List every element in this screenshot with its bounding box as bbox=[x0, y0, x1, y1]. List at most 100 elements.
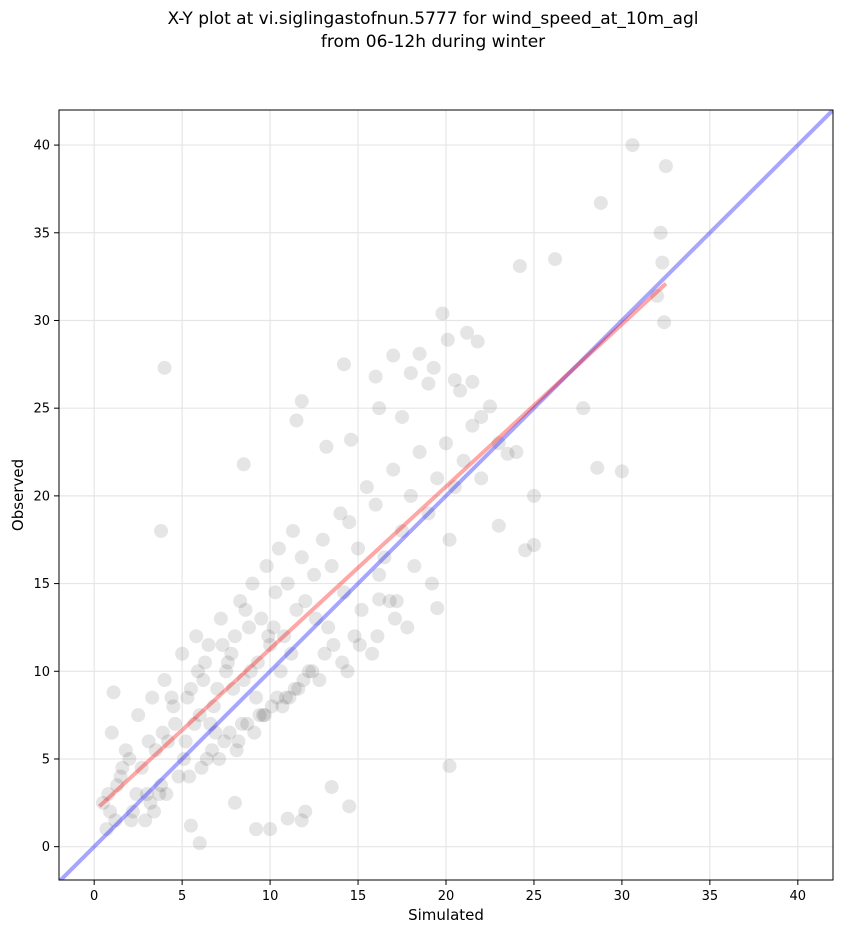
data-point bbox=[359, 480, 374, 495]
data-point bbox=[491, 436, 506, 451]
data-point bbox=[386, 462, 401, 477]
data-point bbox=[447, 373, 462, 388]
data-point bbox=[370, 629, 385, 644]
data-point bbox=[194, 760, 209, 775]
data-point bbox=[395, 409, 410, 424]
data-point bbox=[138, 813, 153, 828]
data-point bbox=[285, 523, 300, 538]
data-point bbox=[143, 795, 158, 810]
data-point bbox=[266, 620, 281, 635]
data-point bbox=[460, 325, 475, 340]
data-point bbox=[395, 523, 410, 538]
data-point bbox=[440, 332, 455, 347]
data-point bbox=[342, 799, 357, 814]
x-tick-label: 5 bbox=[178, 889, 186, 904]
data-point bbox=[277, 629, 292, 644]
data-point bbox=[317, 646, 332, 661]
data-point bbox=[421, 506, 436, 521]
y-tick-label: 20 bbox=[33, 489, 50, 504]
data-point bbox=[157, 673, 172, 688]
data-point bbox=[315, 532, 330, 547]
chart-subtitle: from 06-12h during winter bbox=[321, 32, 545, 52]
y-axis-label: Observed bbox=[9, 459, 27, 531]
data-point bbox=[198, 655, 213, 670]
data-point bbox=[326, 637, 341, 652]
grid-lines bbox=[59, 110, 833, 880]
data-point bbox=[319, 439, 334, 454]
chart-title: X-Y plot at vi.siglingastofnun.5777 for … bbox=[167, 9, 698, 29]
data-point bbox=[176, 751, 191, 766]
axis-ticks: 0 5 10 15 20 25 30 35 40 0 5 10 15 20 25 30 35 40 bbox=[33, 139, 806, 904]
data-point bbox=[154, 523, 169, 538]
data-point bbox=[110, 778, 125, 793]
data-point bbox=[154, 778, 169, 793]
data-point bbox=[474, 409, 489, 424]
data-point bbox=[657, 315, 672, 330]
data-point bbox=[387, 611, 402, 626]
data-point bbox=[351, 541, 366, 556]
data-point bbox=[159, 787, 174, 802]
data-point bbox=[201, 637, 216, 652]
data-point bbox=[217, 734, 232, 749]
data-point bbox=[280, 811, 295, 826]
y-tick-label: 10 bbox=[33, 665, 50, 680]
data-point bbox=[234, 716, 249, 731]
data-point bbox=[206, 699, 221, 714]
data-point bbox=[203, 716, 218, 731]
data-point bbox=[298, 804, 313, 819]
data-point bbox=[465, 374, 480, 389]
data-point bbox=[377, 550, 392, 565]
data-point bbox=[271, 541, 286, 556]
data-point bbox=[122, 751, 137, 766]
data-point bbox=[249, 822, 264, 837]
data-point bbox=[321, 620, 336, 635]
data-point bbox=[312, 673, 327, 688]
data-point bbox=[465, 418, 480, 433]
data-point bbox=[213, 611, 228, 626]
data-point bbox=[291, 681, 306, 696]
data-point bbox=[106, 685, 121, 700]
data-point bbox=[342, 515, 357, 530]
data-point bbox=[249, 690, 264, 705]
data-point bbox=[192, 708, 207, 723]
data-point bbox=[115, 760, 130, 775]
data-point bbox=[650, 288, 665, 303]
data-point bbox=[352, 637, 367, 652]
x-tick-label: 40 bbox=[790, 889, 807, 904]
data-point bbox=[576, 401, 591, 416]
data-point bbox=[99, 822, 114, 837]
x-tick-label: 0 bbox=[90, 889, 98, 904]
data-point bbox=[233, 594, 248, 609]
data-point bbox=[175, 646, 190, 661]
data-point bbox=[442, 758, 457, 773]
data-point bbox=[301, 664, 316, 679]
data-point bbox=[482, 399, 497, 414]
data-point bbox=[421, 376, 436, 391]
data-point bbox=[103, 804, 118, 819]
x-axis-label: Simulated bbox=[408, 906, 484, 924]
data-point bbox=[155, 725, 170, 740]
data-point bbox=[372, 592, 387, 607]
data-point bbox=[161, 734, 176, 749]
x-tick-label: 10 bbox=[262, 889, 279, 904]
data-point bbox=[372, 567, 387, 582]
data-point bbox=[196, 673, 211, 688]
data-point bbox=[294, 394, 309, 409]
data-point bbox=[182, 769, 197, 784]
data-point bbox=[157, 360, 172, 375]
data-point bbox=[365, 646, 380, 661]
data-point bbox=[245, 576, 260, 591]
data-point bbox=[336, 357, 351, 372]
data-point bbox=[430, 601, 445, 616]
data-point bbox=[189, 629, 204, 644]
data-point bbox=[655, 255, 670, 270]
data-point bbox=[474, 471, 489, 486]
data-point bbox=[294, 550, 309, 565]
data-point bbox=[400, 620, 415, 635]
x-tick-label: 30 bbox=[614, 889, 631, 904]
data-point bbox=[344, 432, 359, 447]
data-point bbox=[231, 734, 246, 749]
data-point bbox=[298, 594, 313, 609]
data-point bbox=[199, 751, 214, 766]
x-tick-label: 35 bbox=[702, 889, 719, 904]
